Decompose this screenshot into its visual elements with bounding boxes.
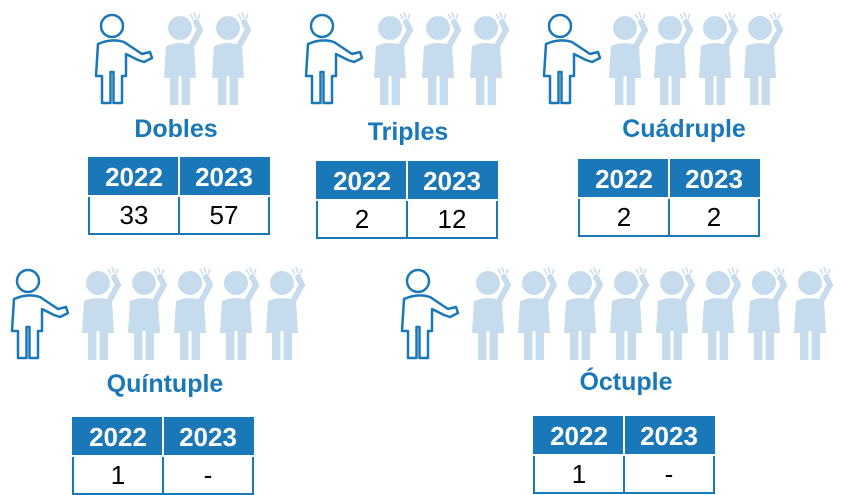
- value-cell: 2: [668, 197, 760, 237]
- value-cell: 2: [316, 199, 408, 239]
- table-row: 2022 2023: [533, 416, 715, 456]
- victim-icon: [748, 267, 784, 360]
- table-row: 2022 2023: [578, 159, 760, 199]
- victim-icon: [654, 12, 690, 105]
- table-row: 2022 2023: [72, 417, 254, 457]
- value-cell: 12: [406, 199, 498, 239]
- victim-icon: [794, 267, 830, 360]
- table-row: 33 57: [88, 195, 270, 235]
- shooter-icon: [400, 268, 460, 360]
- table-row: 2 12: [316, 199, 498, 239]
- table-row: 2022 2023: [316, 161, 498, 201]
- table-row: 1-: [533, 454, 715, 494]
- victim-icon: [174, 267, 210, 360]
- shooter-icon: [94, 13, 154, 105]
- group-title: Quíntuple: [106, 370, 224, 398]
- header-cell: 2022: [316, 161, 408, 201]
- victim-icon: [164, 12, 200, 105]
- victim-icon: [422, 12, 458, 105]
- table-row: 2022 2023: [88, 157, 270, 197]
- victim-icon: [744, 12, 780, 105]
- value-cell: 1: [72, 455, 164, 495]
- group-title: Óctuple: [579, 368, 673, 396]
- shooter-icon: [10, 268, 70, 360]
- group-title: Cuádruple: [622, 115, 746, 143]
- victim-icon: [702, 267, 738, 360]
- value-cell: 1: [533, 454, 625, 494]
- group-title: Triples: [367, 118, 449, 146]
- value-cell: 57: [178, 195, 270, 235]
- victim-icon: [610, 267, 646, 360]
- victim-icon: [82, 267, 118, 360]
- count-table: 2022 2023 2 2: [578, 159, 760, 237]
- value-cell: -: [162, 455, 254, 495]
- group-title: Dobles: [134, 115, 218, 143]
- header-cell: 2022: [88, 157, 180, 197]
- value-cell: 2: [578, 197, 670, 237]
- victim-icon: [699, 12, 735, 105]
- victim-icon: [212, 12, 248, 105]
- table-row: 1-: [72, 455, 254, 495]
- victim-icon: [374, 12, 410, 105]
- victim-icon: [564, 267, 600, 360]
- victim-icon: [472, 267, 508, 360]
- count-table: 2022 2023 1-: [72, 417, 254, 495]
- header-cell: 2023: [406, 161, 498, 201]
- victim-icon: [609, 12, 645, 105]
- header-cell: 2022: [72, 417, 164, 457]
- victim-icon: [656, 267, 692, 360]
- victim-icon: [470, 12, 506, 105]
- header-cell: 2023: [162, 417, 254, 457]
- header-cell: 2023: [178, 157, 270, 197]
- header-cell: 2023: [623, 416, 715, 456]
- count-table: 2022 2023 1-: [533, 416, 715, 494]
- value-cell: -: [623, 454, 715, 494]
- victim-icon: [220, 267, 256, 360]
- shooter-icon: [304, 13, 364, 105]
- count-table: 2022 2023 33 57: [88, 157, 270, 235]
- count-table: 2022 2023 2 12: [316, 161, 498, 239]
- victim-icon: [518, 267, 554, 360]
- victim-icon: [128, 267, 164, 360]
- header-cell: 2022: [533, 416, 625, 456]
- shooter-icon: [542, 13, 602, 105]
- header-cell: 2022: [578, 159, 670, 199]
- header-cell: 2023: [668, 159, 760, 199]
- victim-icon: [266, 267, 302, 360]
- value-cell: 33: [88, 195, 180, 235]
